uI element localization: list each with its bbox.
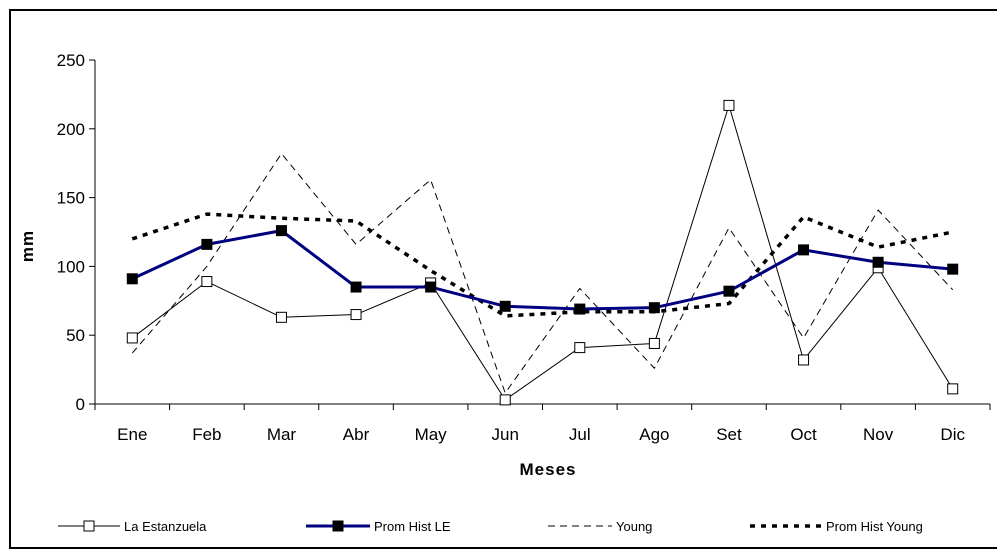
legend-label: La Estanzuela	[124, 519, 207, 534]
chart-frame	[9, 9, 997, 549]
data-point	[574, 303, 586, 315]
data-point	[723, 285, 735, 297]
data-point	[425, 281, 437, 293]
y-tick-label: 150	[57, 189, 85, 208]
data-point	[275, 225, 287, 237]
data-point	[947, 383, 959, 395]
data-point	[798, 244, 810, 256]
legend-item: La Estanzuela	[58, 519, 207, 534]
y-axis-title: mm	[18, 230, 37, 262]
data-point	[499, 394, 511, 406]
x-tick-label: Jul	[569, 425, 591, 444]
y-tick-label: 200	[57, 120, 85, 139]
series-young	[131, 153, 954, 394]
x-tick-label: Abr	[343, 425, 370, 444]
legend-label: Prom Hist LE	[374, 519, 451, 534]
data-point	[201, 276, 213, 288]
data-point	[798, 354, 810, 366]
y-tick-label: 250	[57, 51, 85, 70]
y-tick-label: 50	[66, 326, 85, 345]
series-line	[131, 153, 954, 394]
axes: 0 50 100 150 200 250 Ene Feb Mar Abr May Jun Jul Ago S…	[57, 51, 991, 444]
legend-label: Prom Hist Young	[826, 519, 923, 534]
data-point	[350, 281, 362, 293]
legend-label: Young	[616, 519, 652, 534]
data-point	[723, 99, 735, 111]
series-line	[131, 104, 954, 401]
series-la-estanzuela	[126, 99, 959, 406]
data-point	[499, 300, 511, 312]
series-layer	[126, 99, 959, 406]
y-tick-label: 100	[57, 257, 85, 276]
x-tick-label: Ago	[639, 425, 669, 444]
data-point	[648, 337, 660, 349]
legend: La Estanzuela Prom Hist LE Young Prom Hist …	[58, 519, 923, 534]
data-point	[201, 238, 213, 250]
x-tick-label: Nov	[863, 425, 894, 444]
x-tick-label: Ene	[117, 425, 147, 444]
legend-swatch-marker	[332, 520, 344, 532]
series-line	[131, 212, 954, 318]
legend-item: Prom Hist Young	[750, 519, 923, 534]
data-point	[350, 309, 362, 321]
x-tick-label: Oct	[790, 425, 817, 444]
x-axis-title: Meses	[520, 460, 577, 479]
x-tick-label: May	[415, 425, 448, 444]
x-tick-label: Dic	[940, 425, 965, 444]
x-tick-label: Feb	[192, 425, 221, 444]
y-tick-label: 0	[76, 395, 85, 414]
data-point	[275, 311, 287, 323]
data-point	[574, 342, 586, 354]
data-point	[126, 273, 138, 285]
series-prom-hist-le	[126, 225, 959, 315]
legend-item: Young	[548, 519, 652, 534]
data-point	[648, 302, 660, 314]
data-point	[126, 332, 138, 344]
legend-item: Prom Hist LE	[306, 519, 451, 534]
data-point	[872, 256, 884, 268]
x-tick-label: Set	[716, 425, 742, 444]
x-tick-label: Mar	[267, 425, 297, 444]
series-line	[131, 229, 953, 311]
data-point	[947, 263, 959, 275]
legend-swatch-marker	[83, 520, 95, 532]
series-prom-hist-young	[131, 212, 954, 318]
x-tick-label: Jun	[491, 425, 518, 444]
